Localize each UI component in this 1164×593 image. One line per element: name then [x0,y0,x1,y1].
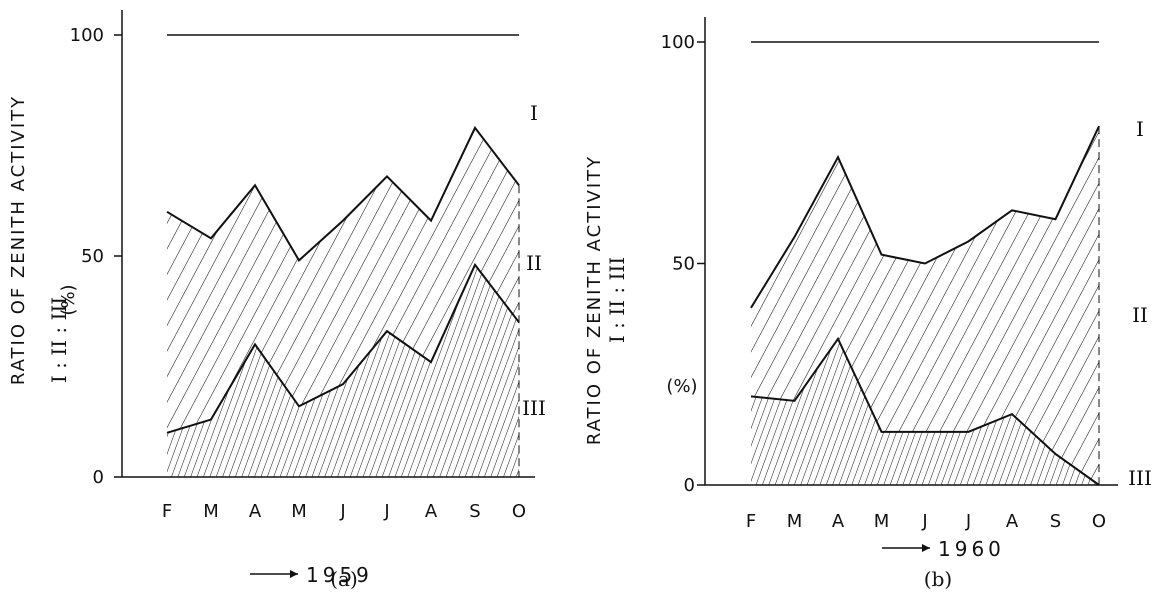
series-line-i-ii [750,125,1100,309]
y-tick-label: 0 [684,475,695,496]
x-tick-label: A [832,511,845,532]
region-ii-fill [751,126,1099,486]
panel-caption: (a) [330,567,358,591]
y-axis-unit-label: (%) [666,376,697,397]
x-tick-label: A [425,501,438,522]
x-tick-label: J [921,511,927,532]
x-tick-label: S [469,501,480,522]
y-axis-title: RATIO OF ZENITH ACTIVITY [584,155,605,445]
x-tick-label: J [339,501,345,522]
x-tick-label: O [512,501,526,522]
x-tick-label: F [746,511,756,532]
x-tick-label: M [787,511,803,532]
y-axis-ratio-label: I : II : III [47,297,71,383]
year-label: 1960 [882,537,1005,561]
chart-panel-b: RATIO OF ZENITH ACTIVITY I : II : III (%… [584,17,1152,591]
region-label: III [1128,466,1152,490]
series-line-ii-iii [750,336,1100,486]
y-tick-label: 100 [661,32,695,53]
chart-panel-a: RATIO OF ZENITH ACTIVITY I : II : III (%… [8,10,546,591]
region-iii-fill [167,264,519,477]
panel-caption: (b) [924,567,952,591]
y-tick-label: 50 [672,254,695,275]
region-label: II [1132,303,1148,327]
x-tick-label: M [203,501,219,522]
x-tick-label: A [1006,511,1019,532]
year-text: 1960 [938,537,1005,561]
region-label: II [526,251,542,275]
region-iii-fill [751,338,1099,485]
y-tick-label: 0 [93,467,104,488]
x-tick-label: J [965,511,971,532]
region-label: III [522,396,546,420]
region-label: I [1136,117,1144,141]
x-tick-label: M [291,501,307,522]
series-line-i-ii [166,125,520,262]
x-tick-label: A [249,501,262,522]
x-tick-label: M [874,511,890,532]
y-tick-label: 50 [81,246,104,267]
x-tick-label: S [1050,511,1061,532]
year-text: 1959 [306,563,373,587]
region-ii-fill [167,127,519,433]
x-tick-label: O [1092,511,1106,532]
x-tick-label: F [162,501,172,522]
y-axis-title: RATIO OF ZENITH ACTIVITY [8,95,29,385]
y-axis-ratio-label: I : II : III [605,257,629,343]
series-line-ii-iii [166,262,520,434]
y-axis-unit-label: (%) [58,284,79,315]
y-tick-label: 100 [70,25,104,46]
year-label: 1959 [250,563,373,587]
region-label: I [530,101,538,125]
x-tick-label: J [383,501,389,522]
